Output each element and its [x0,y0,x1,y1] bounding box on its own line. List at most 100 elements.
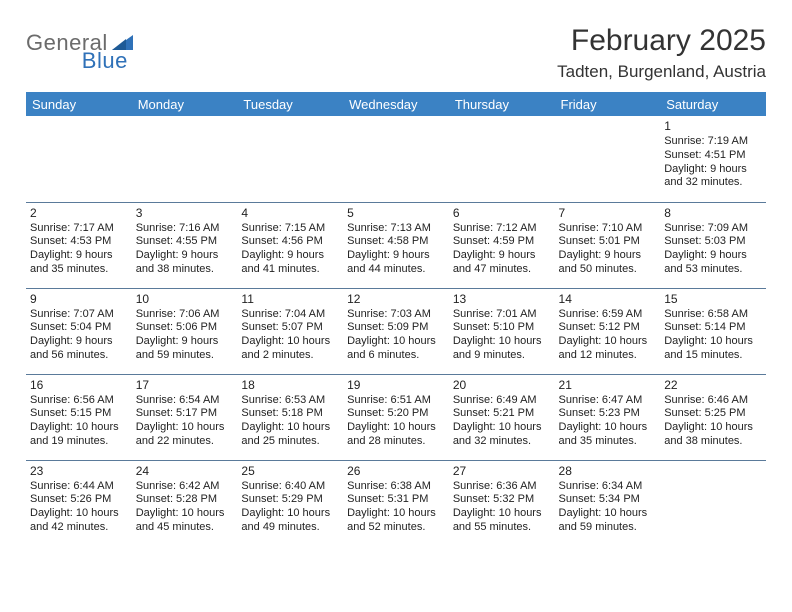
sunset-text: Sunset: 5:25 PM [664,407,762,421]
daylight-text: Daylight: 10 hours and 55 minutes. [453,507,551,535]
day-cell: 15Sunrise: 6:58 AMSunset: 5:14 PMDayligh… [660,288,766,374]
daylight-text: Daylight: 9 hours and 47 minutes. [453,249,551,277]
day-cell: 1Sunrise: 7:19 AMSunset: 4:51 PMDaylight… [660,116,766,202]
sunrise-text: Sunrise: 6:47 AM [559,394,657,408]
day-cell: 9Sunrise: 7:07 AMSunset: 5:04 PMDaylight… [26,288,132,374]
day-cell [555,116,661,202]
day-number: 19 [347,378,445,393]
title-block: February 2025 Tadten, Burgenland, Austri… [557,24,766,82]
daylight-text: Daylight: 9 hours and 50 minutes. [559,249,657,277]
week-row: 1Sunrise: 7:19 AMSunset: 4:51 PMDaylight… [26,116,766,202]
sunset-text: Sunset: 5:32 PM [453,493,551,507]
day-cell [237,116,343,202]
sunrise-text: Sunrise: 7:15 AM [241,222,339,236]
dow-tuesday: Tuesday [237,92,343,116]
day-cell: 5Sunrise: 7:13 AMSunset: 4:58 PMDaylight… [343,202,449,288]
daylight-text: Daylight: 9 hours and 32 minutes. [664,163,762,191]
sunrise-text: Sunrise: 7:07 AM [30,308,128,322]
sunset-text: Sunset: 5:31 PM [347,493,445,507]
sunset-text: Sunset: 5:12 PM [559,321,657,335]
sunset-text: Sunset: 5:06 PM [136,321,234,335]
daylight-text: Daylight: 10 hours and 49 minutes. [241,507,339,535]
sunset-text: Sunset: 5:20 PM [347,407,445,421]
daylight-text: Daylight: 9 hours and 41 minutes. [241,249,339,277]
day-cell: 18Sunrise: 6:53 AMSunset: 5:18 PMDayligh… [237,374,343,460]
daylight-text: Daylight: 10 hours and 2 minutes. [241,335,339,363]
sunrise-text: Sunrise: 7:13 AM [347,222,445,236]
day-cell: 16Sunrise: 6:56 AMSunset: 5:15 PMDayligh… [26,374,132,460]
day-cell: 24Sunrise: 6:42 AMSunset: 5:28 PMDayligh… [132,460,238,546]
day-number: 5 [347,206,445,221]
sunset-text: Sunset: 5:28 PM [136,493,234,507]
sunrise-text: Sunrise: 6:36 AM [453,480,551,494]
sunset-text: Sunset: 5:29 PM [241,493,339,507]
day-number: 22 [664,378,762,393]
day-number: 4 [241,206,339,221]
day-number: 21 [559,378,657,393]
daylight-text: Daylight: 9 hours and 56 minutes. [30,335,128,363]
week-row: 16Sunrise: 6:56 AMSunset: 5:15 PM Dayligh… [26,374,766,460]
sunset-text: Sunset: 4:58 PM [347,235,445,249]
sunset-text: Sunset: 5:01 PM [559,235,657,249]
day-cell: 26Sunrise: 6:38 AMSunset: 5:31 PMDayligh… [343,460,449,546]
day-cell [132,116,238,202]
sunset-text: Sunset: 5:21 PM [453,407,551,421]
day-number: 9 [30,292,128,307]
dow-wednesday: Wednesday [343,92,449,116]
sunset-text: Sunset: 5:26 PM [30,493,128,507]
day-cell: 2Sunrise: 7:17 AMSunset: 4:53 PMDaylight… [26,202,132,288]
daylight-text: Daylight: 10 hours and 12 minutes. [559,335,657,363]
day-cell: 7Sunrise: 7:10 AMSunset: 5:01 PMDaylight… [555,202,661,288]
sunset-text: Sunset: 4:59 PM [453,235,551,249]
sunset-text: Sunset: 4:56 PM [241,235,339,249]
daylight-text: Daylight: 10 hours and 35 minutes. [559,421,657,449]
day-cell: 14Sunrise: 6:59 AMSunset: 5:12 PMDayligh… [555,288,661,374]
day-cell [449,116,555,202]
daylight-text: Daylight: 10 hours and 38 minutes. [664,421,762,449]
sunrise-text: Sunrise: 7:16 AM [136,222,234,236]
sunrise-text: Sunrise: 6:56 AM [30,394,128,408]
day-cell: 3Sunrise: 7:16 AMSunset: 4:55 PMDaylight… [132,202,238,288]
daylight-text: Daylight: 10 hours and 22 minutes. [136,421,234,449]
day-cell: 25Sunrise: 6:40 AMSunset: 5:29 PMDayligh… [237,460,343,546]
daylight-text: Daylight: 10 hours and 52 minutes. [347,507,445,535]
day-of-week-row: Sunday Monday Tuesday Wednesday Thursday… [26,92,766,116]
sunset-text: Sunset: 5:23 PM [559,407,657,421]
header: General Blue February 2025 Tadten, Burge… [26,24,766,82]
day-number: 11 [241,292,339,307]
day-cell: 17Sunrise: 6:54 AMSunset: 5:17 PMDayligh… [132,374,238,460]
day-number: 24 [136,464,234,479]
daylight-text: Daylight: 10 hours and 6 minutes. [347,335,445,363]
sunrise-text: Sunrise: 6:53 AM [241,394,339,408]
sunset-text: Sunset: 5:15 PM [30,407,128,421]
day-number: 14 [559,292,657,307]
daylight-text: Daylight: 9 hours and 44 minutes. [347,249,445,277]
day-cell: 20Sunrise: 6:49 AMSunset: 5:21 PMDayligh… [449,374,555,460]
day-number: 27 [453,464,551,479]
daylight-text: Daylight: 10 hours and 42 minutes. [30,507,128,535]
sunrise-text: Sunrise: 6:44 AM [30,480,128,494]
sunset-text: Sunset: 5:10 PM [453,321,551,335]
day-cell: 4Sunrise: 7:15 AMSunset: 4:56 PMDaylight… [237,202,343,288]
day-number: 25 [241,464,339,479]
sunset-text: Sunset: 5:18 PM [241,407,339,421]
sunrise-text: Sunrise: 7:04 AM [241,308,339,322]
sunrise-text: Sunrise: 6:38 AM [347,480,445,494]
sunset-text: Sunset: 5:04 PM [30,321,128,335]
day-number: 3 [136,206,234,221]
sunrise-text: Sunrise: 6:34 AM [559,480,657,494]
sunrise-text: Sunrise: 6:51 AM [347,394,445,408]
sunrise-text: Sunrise: 6:40 AM [241,480,339,494]
day-cell: 19Sunrise: 6:51 AMSunset: 5:20 PMDayligh… [343,374,449,460]
day-number: 20 [453,378,551,393]
day-cell: 13Sunrise: 7:01 AMSunset: 5:10 PMDayligh… [449,288,555,374]
day-number: 16 [30,378,128,393]
day-number: 10 [136,292,234,307]
day-cell: 11Sunrise: 7:04 AMSunset: 5:07 PMDayligh… [237,288,343,374]
day-cell: 28Sunrise: 6:34 AMSunset: 5:34 PMDayligh… [555,460,661,546]
dow-sunday: Sunday [26,92,132,116]
week-row: 9Sunrise: 7:07 AMSunset: 5:04 PMDaylight… [26,288,766,374]
day-number: 8 [664,206,762,221]
sunrise-text: Sunrise: 6:59 AM [559,308,657,322]
day-cell: 8Sunrise: 7:09 AMSunset: 5:03 PMDaylight… [660,202,766,288]
